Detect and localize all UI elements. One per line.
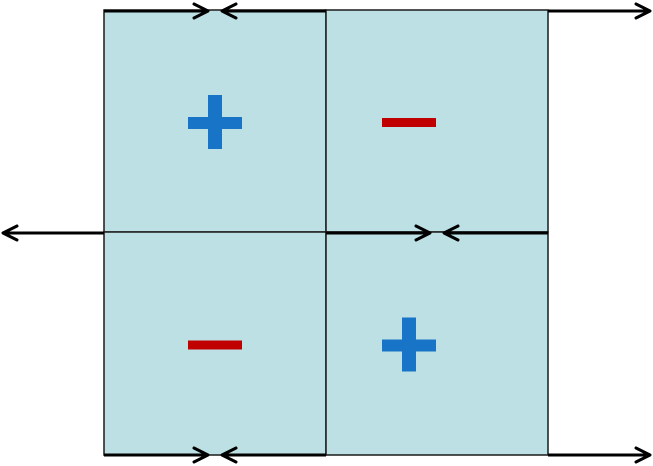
arrow-middle-left-outer-left (1, 224, 104, 242)
arrow-top-mid-edge-left (220, 2, 326, 20)
cell-bottom-right (325, 231, 549, 456)
signs-layer (188, 95, 436, 372)
arrowhead-left-icon (220, 446, 238, 464)
plus-bar-vertical (402, 317, 416, 372)
cell-top-right (325, 9, 549, 233)
arrowhead-left-icon (442, 224, 460, 242)
plus-bar-vertical (208, 95, 222, 149)
minus-icon-bottom-left (188, 340, 242, 350)
minus-bar (382, 118, 436, 127)
arrow-bottom-mid-edge-left (220, 446, 326, 464)
arrow-top-right-outer-right (548, 2, 652, 20)
arrowhead-right-icon (192, 446, 210, 464)
arrow-bottom-left-edge-right (104, 446, 210, 464)
arrow-top-left-edge-right (104, 2, 210, 20)
arrowhead-left-icon (1, 224, 19, 242)
minus-bar (188, 340, 242, 350)
arrowhead-left-icon (220, 2, 238, 20)
arrowhead-right-icon (192, 2, 210, 20)
arrowhead-right-icon (414, 224, 432, 242)
minus-icon-top-right (382, 118, 436, 127)
arrow-middle-center-right (326, 224, 432, 242)
arrow-bottom-right-outer-right (548, 446, 652, 464)
arrow-middle-right-left (442, 224, 548, 242)
arrowhead-right-icon (634, 446, 652, 464)
plus-icon-top-left (188, 95, 242, 149)
plus-icon-bottom-right (382, 317, 436, 372)
arrowhead-right-icon (634, 2, 652, 20)
